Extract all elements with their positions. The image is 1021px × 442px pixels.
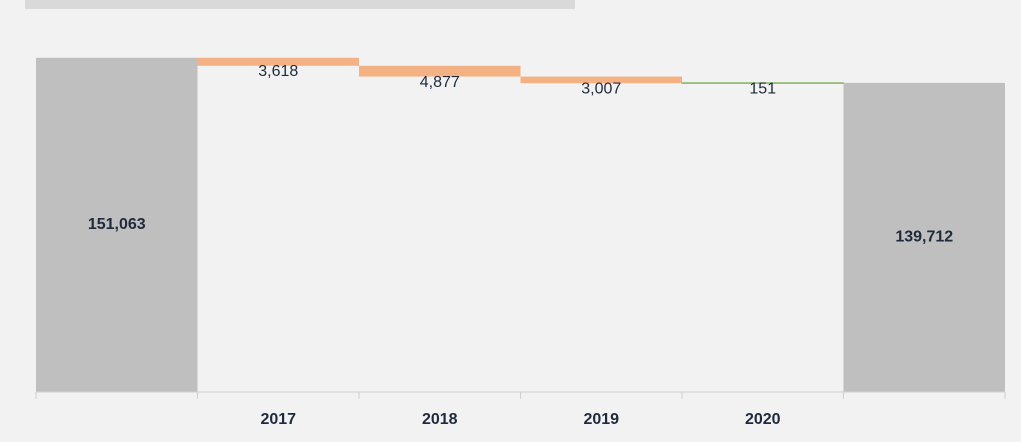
- value-label: 151,063: [88, 216, 146, 233]
- value-label: 3,618: [258, 63, 298, 80]
- value-label: 139,712: [895, 229, 953, 246]
- decrease-bar: [359, 65, 521, 77]
- total-bar: [36, 57, 198, 393]
- decrease-bar: [520, 76, 682, 84]
- title-box: [25, 0, 575, 9]
- total-bar: [843, 82, 1005, 392]
- value-label: 151: [749, 80, 776, 97]
- x-tick-label: 2017: [260, 411, 296, 428]
- x-tick-label: 2020: [745, 411, 781, 428]
- value-label: 4,877: [420, 74, 460, 91]
- x-tick-label: 2019: [583, 411, 619, 428]
- x-tick-label: 2018: [422, 411, 458, 428]
- value-label: 3,007: [581, 80, 621, 97]
- decrease-bar: [197, 57, 359, 66]
